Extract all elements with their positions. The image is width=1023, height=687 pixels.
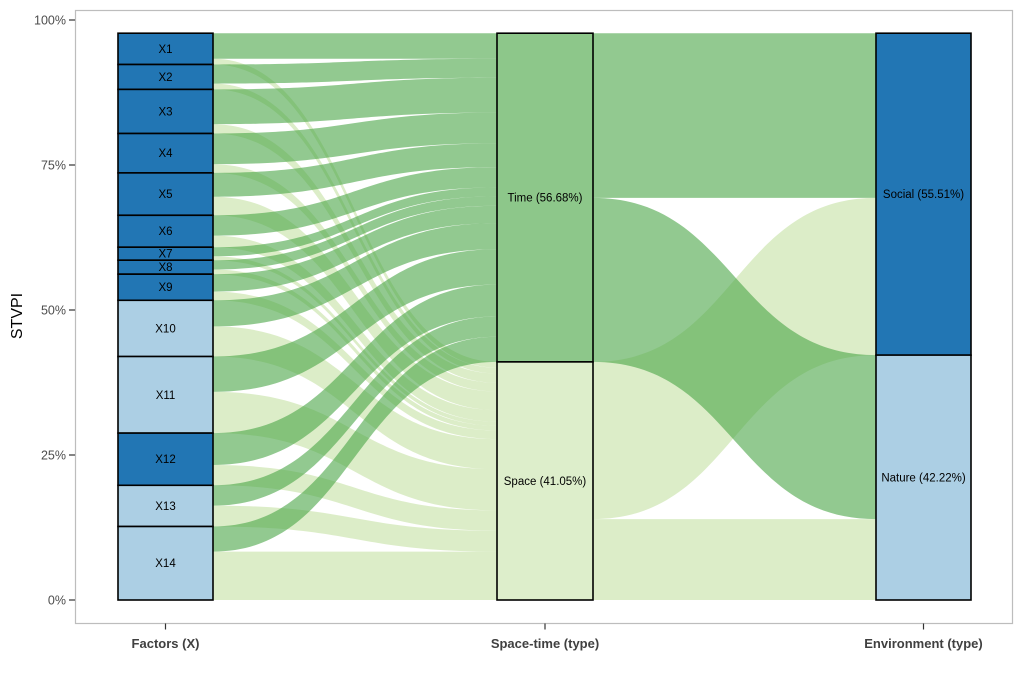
stratum-X3 bbox=[117, 88, 214, 135]
x-axis-ticks bbox=[164, 623, 925, 630]
stratum-X2 bbox=[117, 63, 214, 91]
stratum-label-Space: Space (41.05%) bbox=[504, 476, 587, 488]
flow-X11-Time bbox=[213, 249, 497, 392]
stratum-X10 bbox=[117, 299, 214, 358]
x-axis-label-spacetime: Space-time (type) bbox=[491, 636, 599, 651]
stratum-label-X8: X8 bbox=[158, 262, 172, 274]
stratum-label-X10: X10 bbox=[155, 323, 175, 335]
stratum-Social bbox=[875, 32, 972, 357]
flow-X1-Space bbox=[213, 58, 497, 368]
flows-layer bbox=[213, 33, 876, 600]
stratum-X1 bbox=[117, 32, 214, 66]
plot-panel-border bbox=[74, 9, 1014, 625]
flow-X12-Time bbox=[213, 284, 497, 465]
stratum-Nature bbox=[875, 354, 972, 601]
stratum-label-X4: X4 bbox=[158, 148, 173, 160]
stratum-label-X3: X3 bbox=[158, 107, 172, 119]
stratum-X12 bbox=[117, 432, 214, 487]
y-tick-75: 75% bbox=[41, 159, 66, 173]
x-axis-label-environment: Environment (type) bbox=[864, 636, 982, 651]
stratum-label-X14: X14 bbox=[155, 558, 176, 570]
flow-X13-Time bbox=[213, 316, 497, 506]
y-tick-100: 100% bbox=[34, 14, 66, 28]
stratum-label-X13: X13 bbox=[155, 501, 175, 513]
flow-X3-Time bbox=[213, 77, 497, 125]
flow-X1-Time bbox=[213, 33, 497, 59]
flow-X9-Time bbox=[213, 205, 497, 292]
stratum-X5 bbox=[117, 172, 214, 216]
stratum-label-X12: X12 bbox=[155, 454, 175, 466]
stratum-X14 bbox=[117, 525, 214, 601]
stratum-label-X5: X5 bbox=[158, 189, 172, 201]
stratum-label-Nature: Nature (42.22%) bbox=[881, 473, 966, 485]
stratum-label-X1: X1 bbox=[158, 44, 172, 56]
flow-X7-Space bbox=[213, 256, 497, 426]
stratum-label-Time: Time (56.68%) bbox=[508, 193, 583, 205]
stratum-Space bbox=[496, 361, 594, 601]
stratum-X11 bbox=[117, 355, 214, 434]
stratum-X6 bbox=[117, 214, 214, 249]
stratum-label-X7: X7 bbox=[158, 249, 172, 261]
flow-X8-Time bbox=[213, 196, 497, 270]
y-axis-title: STVPI bbox=[9, 293, 26, 339]
flow-Time-Nature bbox=[593, 197, 876, 520]
flow-X5-Time bbox=[213, 143, 497, 197]
y-tick-25: 25% bbox=[41, 449, 66, 463]
flow-X8-Space bbox=[213, 269, 497, 431]
stratum-label-X9: X9 bbox=[158, 282, 172, 294]
flow-X6-Time bbox=[213, 167, 497, 236]
flow-X4-Time bbox=[213, 112, 497, 165]
x-axis-label-factors: Factors (X) bbox=[132, 636, 200, 651]
y-tick-0: 0% bbox=[48, 594, 66, 608]
stratum-X13 bbox=[117, 484, 214, 528]
y-tick-50: 50% bbox=[41, 304, 66, 318]
strata-layer bbox=[117, 32, 972, 601]
flow-X14-Time bbox=[213, 336, 497, 552]
y-axis-ticks bbox=[69, 19, 75, 601]
flow-Space-Nature bbox=[593, 519, 876, 600]
flow-X7-Time bbox=[213, 187, 497, 257]
stratum-label-Social: Social (55.51%) bbox=[883, 189, 964, 201]
stratum-label-X11: X11 bbox=[156, 390, 176, 402]
flow-X14-Space bbox=[213, 551, 497, 600]
flow-X2-Time bbox=[213, 58, 497, 84]
flow-X10-Time bbox=[213, 223, 497, 327]
stratum-label-X2: X2 bbox=[158, 72, 172, 84]
flow-Time-Social bbox=[593, 33, 876, 198]
stratum-Time bbox=[496, 32, 594, 363]
stratum-label-X6: X6 bbox=[158, 226, 172, 238]
